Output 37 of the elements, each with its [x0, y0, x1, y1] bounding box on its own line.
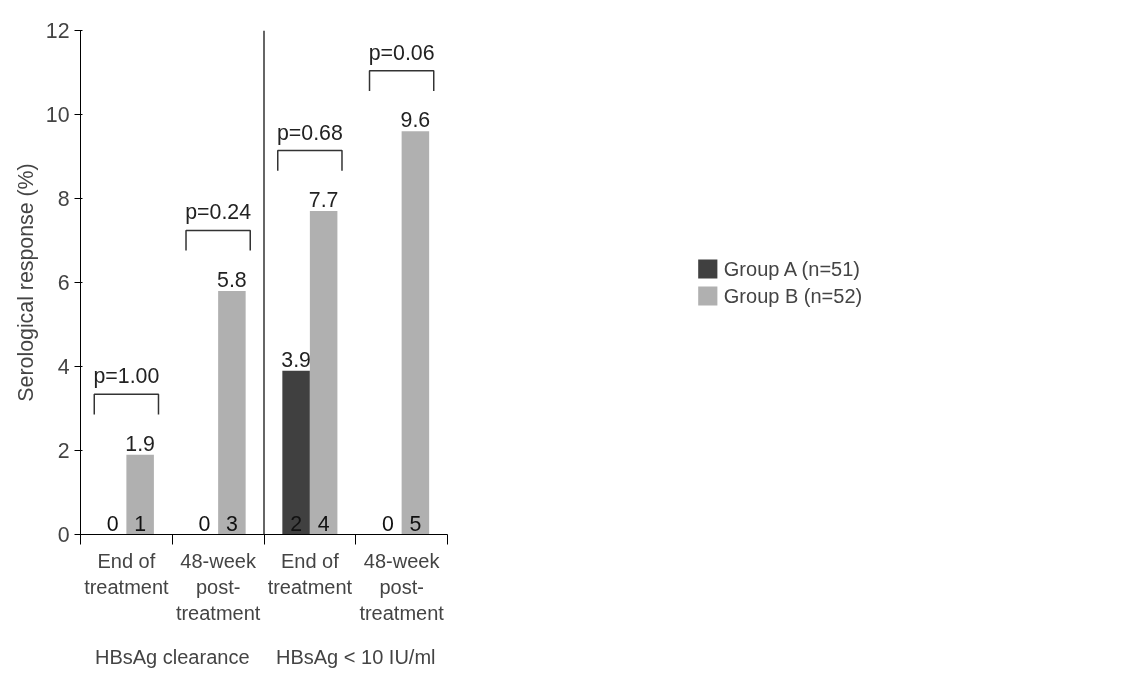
bar: [126, 454, 154, 535]
y-tick-label: 2: [57, 439, 70, 463]
annotation: 0: [381, 511, 394, 536]
legend-label: Group B (n=52): [723, 284, 863, 307]
bar: [282, 370, 310, 535]
y-tick-label: 4: [57, 355, 70, 379]
x-tick-label: 48-week post-treatment: [175, 549, 261, 625]
y-tick-label: 12: [45, 19, 70, 43]
annotation: 4: [317, 511, 330, 536]
data-label: 1.9: [125, 431, 155, 456]
y-tick-label: 0: [57, 523, 70, 547]
bar: [309, 211, 338, 535]
x-tick-label: 48-week post-treatment: [359, 549, 445, 625]
text: HBsAg < 10 IU/ml: [276, 645, 436, 668]
x-tick-label: End of treatment: [267, 549, 353, 598]
bar: [401, 131, 430, 535]
text: HBsAg clearance: [94, 645, 250, 668]
data-label: 7.7: [308, 188, 339, 213]
data-label: 9.6: [400, 108, 431, 133]
y-axis-title: Serological response (%): [13, 163, 38, 402]
data-label: 5.8: [217, 267, 247, 292]
annotation: p=1.00: [93, 364, 160, 389]
legend-label: Group A (n=51): [723, 257, 860, 280]
y-tick-label: 8: [57, 187, 70, 211]
annotation: p=0.06: [368, 40, 435, 65]
y-tick-label: 10: [45, 103, 70, 127]
annotation: 1: [134, 511, 147, 536]
data-label: 3.9: [281, 347, 311, 372]
y-tick-label: 6: [57, 271, 70, 295]
annotation: p=0.24: [185, 200, 252, 225]
annotation: 0: [106, 511, 119, 536]
annotation: 0: [198, 511, 211, 536]
annotation: p=0.68: [276, 120, 343, 145]
x-tick-label: End of treatment: [84, 549, 170, 598]
bar: [218, 290, 246, 535]
annotation: 3: [225, 511, 238, 536]
annotation: 5: [409, 511, 422, 536]
